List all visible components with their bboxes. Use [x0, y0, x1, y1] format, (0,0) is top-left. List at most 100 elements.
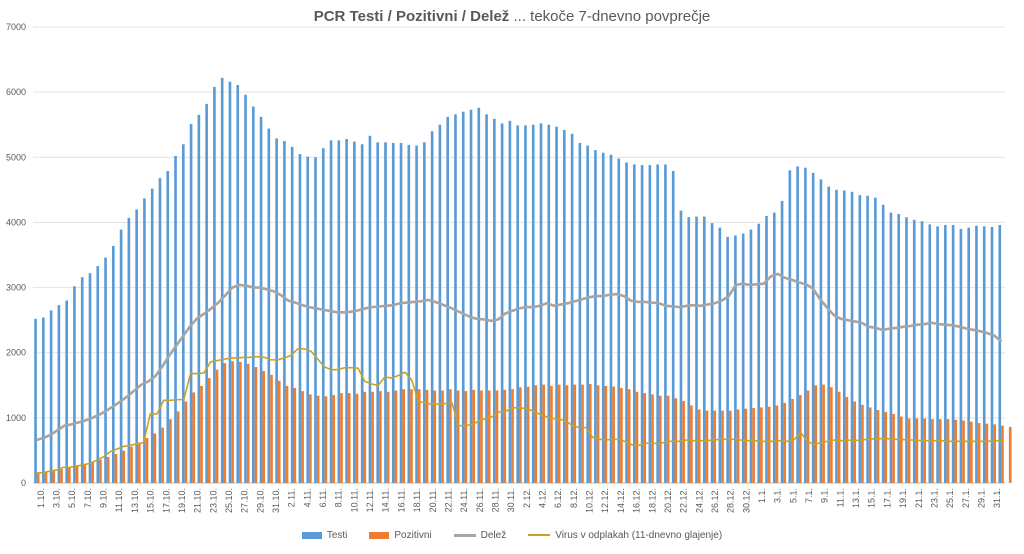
bar-testi [780, 200, 784, 483]
bar-testi [49, 310, 53, 483]
bar-testi [648, 165, 652, 483]
bar-testi [158, 178, 162, 483]
bar-testi [73, 286, 76, 483]
x-tick-label: 21.10. [193, 488, 203, 513]
bar-testi [959, 228, 963, 483]
bar-testi [539, 123, 543, 483]
bar-pozitivni [254, 367, 258, 483]
bar-pozitivni [705, 410, 709, 483]
bar-pozitivni [52, 470, 56, 483]
x-tick-label: 1.1. [757, 488, 767, 503]
bar-testi [874, 197, 877, 484]
x-tick-label: 27.10. [240, 488, 250, 513]
bar-pozitivni [542, 384, 545, 483]
bar-testi [601, 152, 605, 484]
bar-pozitivni [449, 389, 452, 483]
bar-testi [259, 116, 263, 484]
bar-pozitivni [604, 385, 608, 483]
bar-pozitivni [550, 385, 553, 483]
x-tick-label: 12.11. [365, 488, 375, 512]
bar-pozitivni [44, 471, 48, 483]
bar-pozitivni [363, 391, 367, 483]
bar-pozitivni [511, 389, 514, 483]
bar-pozitivni [270, 374, 273, 483]
bar-pozitivni [900, 416, 903, 483]
bar-pozitivni [215, 369, 219, 483]
x-tick-label: 8.11. [334, 488, 344, 507]
bar-pozitivni [402, 389, 405, 483]
x-tick-label: 23.10. [208, 488, 218, 513]
bar-pozitivni [503, 389, 507, 483]
legend-swatch-delez [453, 533, 476, 537]
bar-testi [842, 190, 846, 483]
bar-testi [360, 144, 364, 483]
bar-testi [298, 154, 302, 483]
bar-testi [695, 216, 698, 483]
bar-testi [220, 77, 224, 483]
bar-pozitivni [153, 433, 157, 483]
x-tick-label: 24.12. [694, 488, 704, 513]
bar-pozitivni [137, 442, 141, 483]
bar-testi [251, 106, 255, 483]
bar-testi [423, 142, 426, 484]
x-tick-label: 27.1. [961, 488, 971, 508]
bar-testi [135, 209, 138, 483]
x-tick-label: 21.1. [914, 488, 924, 508]
bar-testi [905, 217, 908, 483]
bar-pozitivni [837, 391, 841, 483]
bar-pozitivni [410, 389, 413, 483]
bar-pozitivni [962, 420, 965, 483]
x-tick-label: 17.10. [161, 488, 171, 513]
bar-pozitivni [868, 407, 872, 483]
bar-testi [143, 198, 146, 483]
bar-pozitivni [309, 394, 312, 483]
bar-testi [936, 226, 939, 483]
x-tick-label: 24.11. [459, 488, 469, 512]
bar-pozitivni [907, 418, 911, 483]
x-tick-label: 15.1. [867, 488, 877, 508]
bar-testi [679, 210, 683, 483]
x-tick-label: 11.1. [835, 488, 845, 507]
bar-pozitivni [744, 408, 748, 483]
bar-testi [835, 189, 838, 484]
bar-pozitivni [534, 385, 538, 483]
bar-testi [283, 141, 286, 483]
x-tick-label: 5.10. [67, 488, 77, 508]
bar-pozitivni [425, 389, 429, 483]
bar-pozitivni [371, 391, 374, 483]
bar-pozitivni [355, 393, 359, 483]
bar-pozitivni [721, 410, 724, 483]
x-tick-label: 1.10. [36, 488, 46, 508]
bar-testi [461, 111, 465, 483]
bar-pozitivni [60, 468, 63, 483]
bar-pozitivni [301, 391, 304, 483]
bar-testi [640, 165, 644, 483]
bar-pozitivni [386, 391, 390, 483]
bar-pozitivni [246, 363, 250, 483]
bar-pozitivni [822, 384, 825, 483]
bar-pozitivni [480, 390, 483, 483]
bar-pozitivni [332, 395, 336, 483]
bar-testi [594, 150, 597, 483]
bar-pozitivni [970, 421, 973, 483]
x-tick-label: 19.10. [177, 488, 187, 513]
legend-swatch-testi [301, 531, 322, 539]
x-tick-label: 13.10. [130, 488, 140, 513]
bar-testi [267, 128, 271, 483]
bar-pozitivni [783, 402, 787, 483]
x-tick-label: 23.1. [929, 488, 939, 508]
bar-pozitivni [324, 396, 328, 483]
bar-testi [633, 164, 636, 483]
bar-testi [866, 195, 869, 483]
bar-pozitivni [884, 411, 888, 483]
bar-pozitivni [581, 384, 584, 483]
bar-testi [244, 94, 247, 483]
bar-pozitivni [767, 406, 771, 483]
bar-testi [376, 142, 380, 484]
x-tick-label: 2.11. [287, 488, 297, 507]
bar-pozitivni [985, 423, 989, 483]
legend-item-pozitivni: Pozitivni [369, 530, 432, 541]
bar-testi [920, 221, 924, 483]
bar-testi [469, 109, 473, 483]
